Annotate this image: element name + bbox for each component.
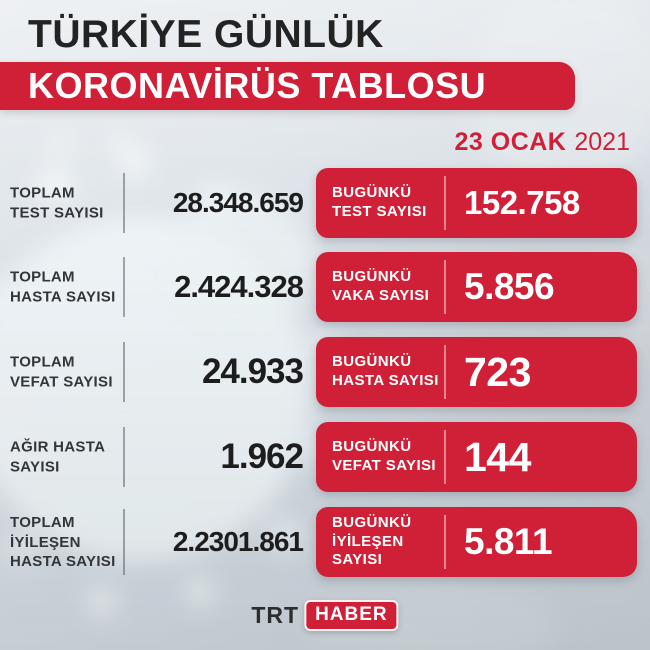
total-test-value: 28.348.659 xyxy=(172,187,304,218)
agir-hasta-value: 1.962 xyxy=(220,437,304,476)
stat-row-test: TOPLAM TEST SAYISI 28.348.659 BUGÜNKÜ TE… xyxy=(0,168,650,238)
total-vefat-value: 24.933 xyxy=(201,352,304,391)
divider xyxy=(444,430,446,484)
page-title-line1: TÜRKİYE GÜNLÜK xyxy=(28,13,384,56)
divider xyxy=(123,342,125,402)
trt-haber-logo: TRT HABER xyxy=(251,600,399,631)
total-vefat-label: TOPLAM VEFAT SAYISI xyxy=(10,353,113,391)
divider xyxy=(444,345,446,399)
divider xyxy=(123,427,125,487)
divider xyxy=(444,176,446,230)
total-test-label: TOPLAM TEST SAYISI xyxy=(10,184,104,222)
total-iyilesen-value: 2.2301.861 xyxy=(172,526,304,557)
report-date: 23 OCAK 2021 xyxy=(455,128,631,157)
today-iyilesen-box: BUGÜNKÜ İYİLEŞEN SAYISI 5.811 xyxy=(316,507,637,577)
today-hasta-label: BUGÜNKÜ HASTA SAYISI xyxy=(332,353,439,389)
today-vefat-label: BUGÜNKÜ VEFAT SAYISI xyxy=(332,438,436,474)
divider xyxy=(123,173,125,233)
stat-row-agir-vefat: AĞIR HASTA SAYISI 1.962 BUGÜNKÜ VEFAT SA… xyxy=(0,422,650,492)
page-title-line2: KORONAVİRÜS TABLOSU xyxy=(28,65,487,106)
today-test-box: BUGÜNKÜ TEST SAYISI 152.758 xyxy=(316,168,637,238)
stat-row-hasta-vaka: TOPLAM HASTA SAYISI 2.424.328 BUGÜNKÜ VA… xyxy=(0,252,650,322)
today-test-value: 152.758 xyxy=(464,184,580,221)
total-hasta-label: TOPLAM HASTA SAYISI xyxy=(10,268,116,306)
today-vefat-value: 144 xyxy=(464,433,531,480)
divider xyxy=(123,257,125,317)
divider xyxy=(444,515,446,569)
report-date-year: 2021 xyxy=(574,128,630,156)
stat-row-vefat-hasta: TOPLAM VEFAT SAYISI 24.933 BUGÜNKÜ HASTA… xyxy=(0,337,650,407)
report-date-day-month: 23 OCAK xyxy=(454,128,567,156)
today-vaka-box: BUGÜNKÜ VAKA SAYISI 5.856 xyxy=(316,252,637,322)
today-test-label: BUGÜNKÜ TEST SAYISI xyxy=(332,184,427,220)
divider xyxy=(123,509,125,575)
today-vaka-value: 5.856 xyxy=(464,266,555,307)
total-iyilesen-label: TOPLAM İYİLEŞEN HASTA SAYISI xyxy=(10,513,116,570)
total-hasta-value: 2.424.328 xyxy=(174,269,304,304)
page-title-banner: KORONAVİRÜS TABLOSU xyxy=(0,62,575,110)
trt-logo-text: TRT xyxy=(251,602,300,628)
today-vaka-label: BUGÜNKÜ VAKA SAYISI xyxy=(332,268,430,304)
today-iyilesen-value: 5.811 xyxy=(464,521,553,562)
divider xyxy=(444,260,446,314)
today-hasta-box: BUGÜNKÜ HASTA SAYISI 723 xyxy=(316,337,637,407)
today-iyilesen-label: BUGÜNKÜ İYİLEŞEN SAYISI xyxy=(332,513,412,569)
stat-row-iyilesen: TOPLAM İYİLEŞEN HASTA SAYISI 2.2301.861 … xyxy=(0,507,650,577)
haber-logo-badge: HABER xyxy=(304,600,399,631)
today-vefat-box: BUGÜNKÜ VEFAT SAYISI 144 xyxy=(316,422,637,492)
agir-hasta-label: AĞIR HASTA SAYISI xyxy=(10,438,106,476)
today-hasta-value: 723 xyxy=(464,348,531,395)
